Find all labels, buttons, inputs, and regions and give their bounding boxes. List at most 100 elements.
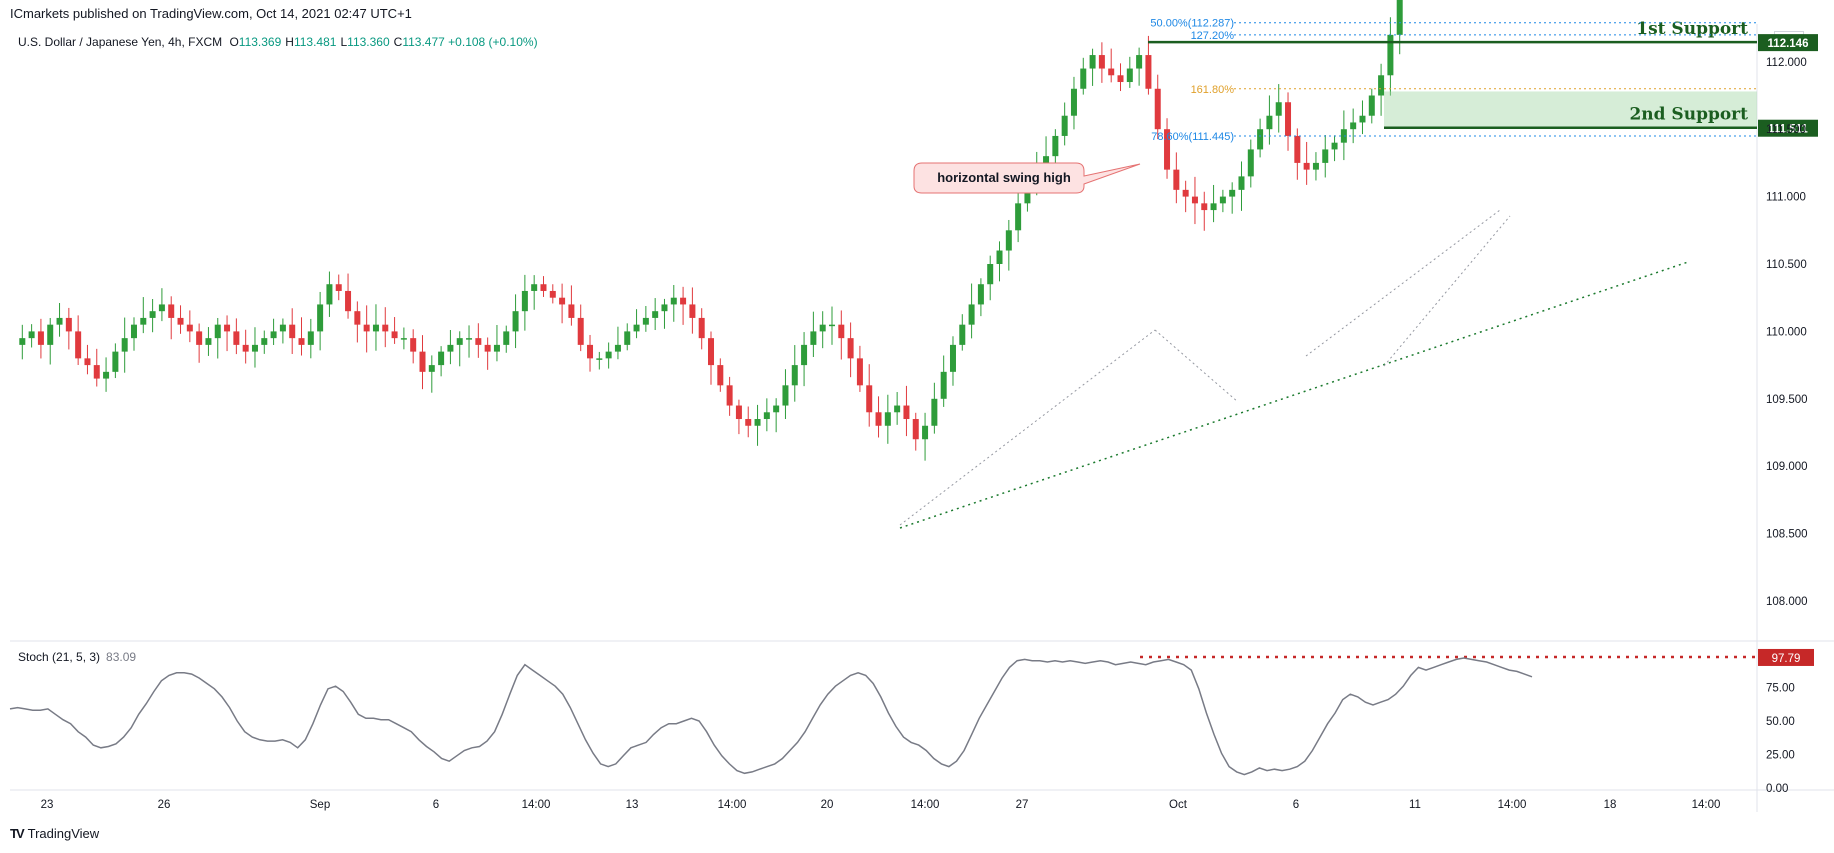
stoch-legend: Stoch (21, 5, 3) 83.09 — [18, 650, 136, 664]
candle-body — [112, 351, 119, 372]
candle-body — [549, 290, 556, 298]
candle-body — [1061, 115, 1068, 136]
candle-body — [698, 317, 705, 339]
candle-body — [1182, 189, 1189, 197]
candle-body — [680, 297, 687, 305]
annotation: horizontal swing high — [913, 162, 1141, 194]
candle-body — [1247, 149, 1254, 177]
candle-body — [866, 385, 873, 413]
tradingview-brand[interactable]: TV TradingView — [10, 826, 99, 841]
candle-body — [968, 304, 975, 325]
fib-swing-line — [1305, 209, 1501, 357]
candle-body — [1164, 129, 1171, 170]
candle-body — [447, 344, 454, 352]
candle-body — [84, 358, 91, 366]
candle-body — [577, 317, 584, 345]
candle-body — [531, 284, 538, 291]
candle-body — [801, 344, 808, 366]
candle-body — [47, 324, 54, 345]
time-tick-label: 6 — [433, 799, 439, 811]
fib-swing-line — [899, 329, 1156, 526]
candle-body — [931, 398, 938, 426]
candle-body — [289, 324, 296, 339]
stoch-level-value: 97.79 — [1772, 653, 1801, 665]
candle-body — [1340, 129, 1347, 143]
fib-label: 127.20% — [1191, 30, 1235, 42]
candle-body — [568, 304, 575, 318]
candle-body — [1154, 88, 1161, 130]
candle-body — [419, 351, 426, 372]
candle-body — [1266, 115, 1273, 130]
ohlc-item: H113.481 — [285, 35, 337, 49]
time-tick-label: 6 — [1293, 799, 1299, 811]
candle-body — [940, 371, 947, 399]
candle-body — [428, 365, 435, 372]
candle-body — [1145, 55, 1152, 89]
candle-body — [977, 284, 984, 305]
annotation-text: horizontal swing high — [937, 170, 1071, 185]
candle-body — [1396, 0, 1403, 35]
candle-body — [1015, 203, 1022, 231]
candle-body — [1368, 95, 1375, 116]
candle-body — [894, 405, 901, 413]
candle-body — [763, 412, 770, 420]
candle-body — [466, 338, 473, 340]
candle-body — [847, 338, 854, 359]
stoch-title: Stoch (21, 5, 3) — [18, 650, 101, 664]
candle-body — [1387, 34, 1394, 76]
time-tick-label: 14:00 — [718, 799, 747, 811]
support-zone — [1384, 91, 1757, 128]
candle-body — [261, 338, 268, 345]
candle-body — [121, 338, 128, 352]
candle-body — [1229, 189, 1236, 197]
candle-body — [856, 358, 863, 386]
candle-body — [196, 331, 203, 345]
candle-body — [735, 405, 742, 420]
candle-body — [559, 297, 566, 305]
candle-body — [1378, 75, 1385, 96]
candle-body — [838, 324, 845, 339]
candle-body — [512, 311, 519, 332]
stoch-tick-label: 0.00 — [1766, 783, 1788, 795]
price-axis: 112.000 111.500 111.000 110.500 110.000 109.5… — [1766, 57, 1808, 608]
level-price-badge — [1758, 119, 1818, 137]
price-tick-label: 108.000 — [1766, 596, 1808, 608]
candle-body — [307, 331, 314, 345]
candle-body — [298, 338, 305, 345]
candle-body — [475, 338, 482, 345]
candle-body — [1173, 169, 1180, 190]
annotation-callout — [913, 162, 1141, 194]
time-tick-label: 11 — [1409, 799, 1421, 811]
candle-body — [1294, 135, 1301, 163]
candle-body — [642, 317, 649, 325]
candles — [19, 0, 1403, 461]
candle-body — [828, 324, 835, 327]
candle-body — [400, 338, 407, 340]
time-tick-label: 18 — [1604, 799, 1617, 811]
candle-body — [949, 344, 956, 372]
time-tick-label: 14:00 — [522, 799, 551, 811]
candle-body — [251, 344, 258, 352]
candle-body — [391, 331, 398, 339]
time-tick-label: 26 — [158, 799, 171, 811]
price-tick-label: 112.000 — [1766, 57, 1807, 69]
candle-body — [1108, 68, 1115, 76]
candle-body — [1117, 75, 1124, 83]
candle-body — [75, 331, 82, 359]
fib-label: 161.80% — [1191, 84, 1235, 96]
candle-body — [1005, 230, 1012, 251]
candle-body — [1303, 162, 1310, 170]
ohlc-item: L113.360 — [340, 35, 390, 49]
candle-body — [410, 338, 417, 352]
candle-body — [1350, 122, 1357, 130]
price-change: +0.108 (+0.10%) — [448, 35, 538, 49]
candle-body — [335, 284, 342, 291]
candle-body — [1089, 55, 1096, 69]
candle-body — [103, 371, 110, 379]
stoch-line — [9, 657, 1533, 776]
ohlc-item: C113.477 — [393, 35, 445, 49]
candle-body — [754, 419, 761, 426]
stochastic-pane: 75.00 50.00 25.00 0.00 97.79 — [9, 648, 1814, 795]
symbol-legend: U.S. Dollar / Japanese Yen, 4h, FXCM O11… — [18, 35, 538, 49]
